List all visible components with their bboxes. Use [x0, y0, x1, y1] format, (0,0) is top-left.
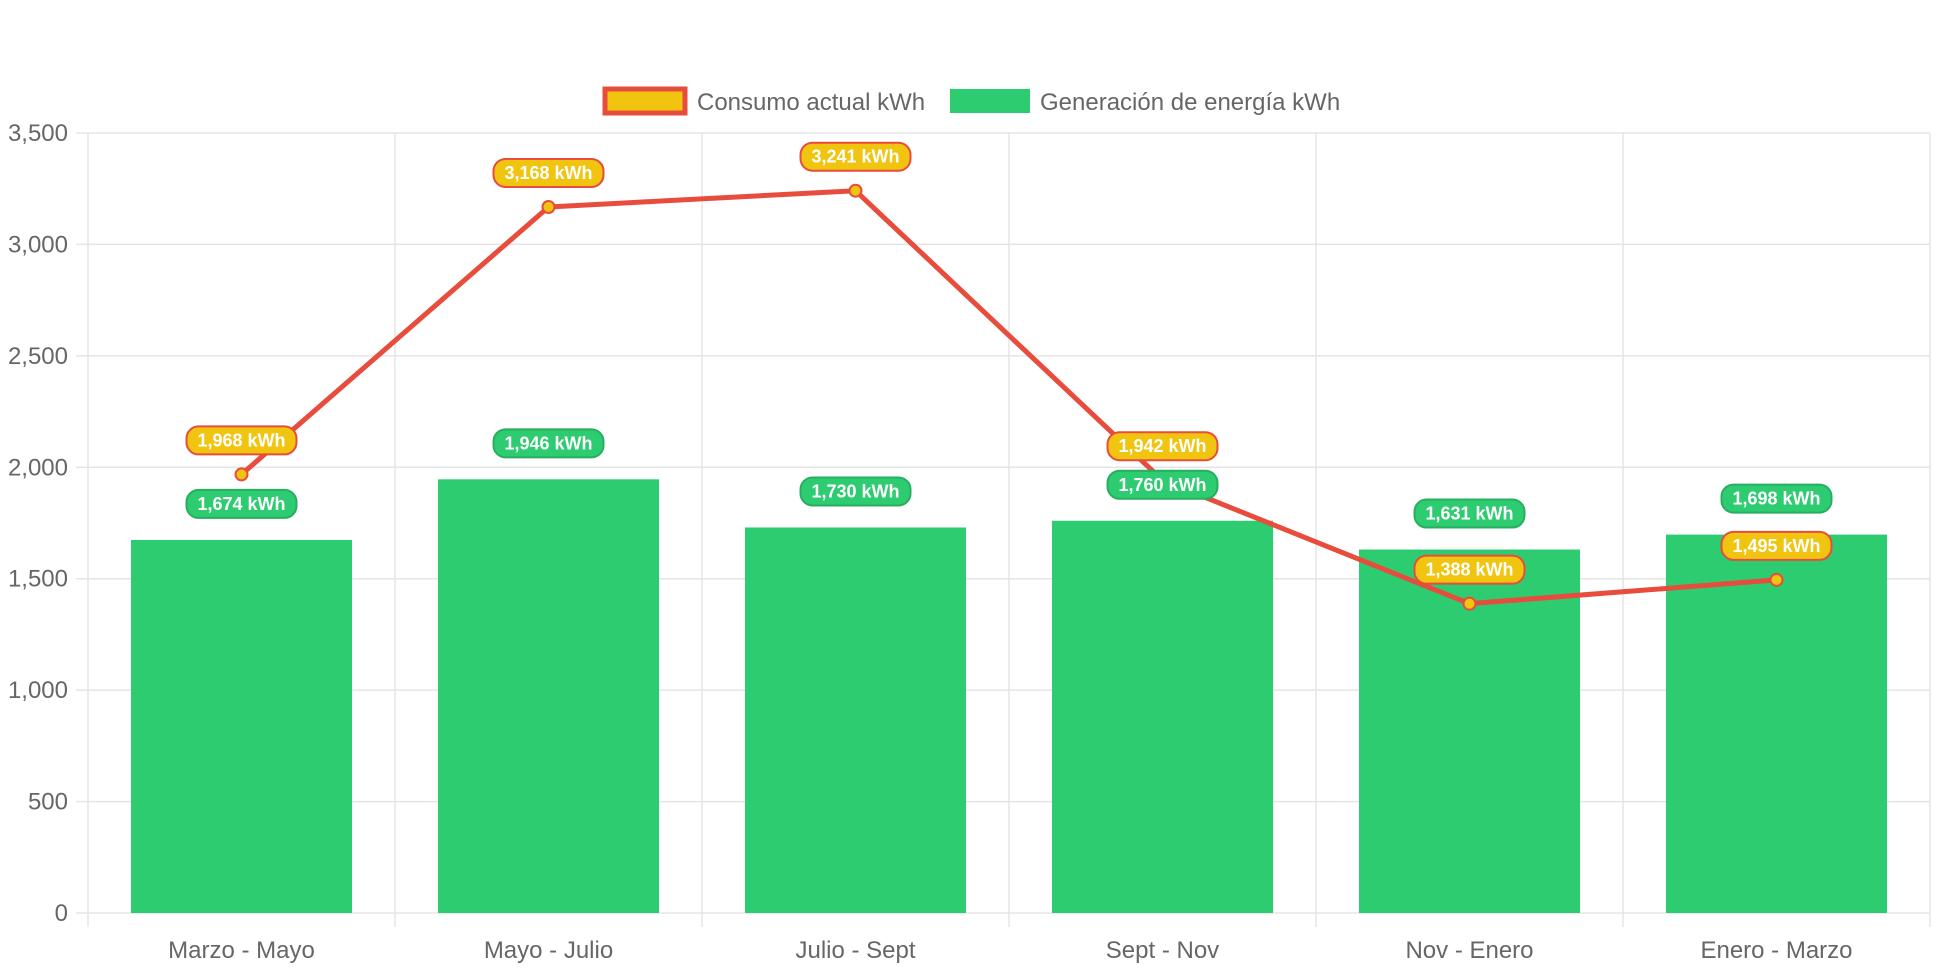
y-tick-label: 3,000	[8, 231, 68, 258]
line-data-label-bg	[185, 425, 298, 456]
bar-data-label-text: 1,674 kWh	[197, 494, 285, 514]
line-data-label: 1,388 kWh	[1413, 554, 1526, 585]
bar-data-label-text: 1,698 kWh	[1732, 489, 1820, 509]
legend-swatch-generacion	[950, 89, 1030, 113]
line-series-consumo	[239, 188, 1777, 607]
y-tick-label: 2,500	[8, 343, 68, 370]
legend-swatch-consumo	[602, 86, 688, 116]
line-data-label-bg	[799, 141, 912, 172]
bar-data-label-bg	[185, 488, 298, 519]
x-tick-label: Nov - Enero	[1405, 937, 1533, 964]
x-tick-label: Sept - Nov	[1106, 937, 1219, 964]
y-tick-label: 500	[28, 789, 68, 816]
line-data-label-text: 1,388 kWh	[1425, 560, 1513, 580]
bar-data-label-text: 1,631 kWh	[1425, 504, 1513, 524]
line-data-label-bg	[492, 157, 605, 188]
line-data-label-bg	[1413, 554, 1526, 585]
line-data-label: 3,241 kWh	[799, 141, 912, 172]
axis-layer: 0 500 1,000 1,500 2,000 2,500 3,000 3,500 Marzo …	[8, 120, 1853, 964]
line-data-label-bg	[1106, 431, 1219, 462]
bar-layer	[130, 479, 1888, 913]
legend[interactable]: Consumo actual kWh Generación de energía …	[602, 86, 1340, 116]
line-data-label: 1,968 kWh	[185, 425, 298, 456]
line-point	[1769, 572, 1784, 587]
bar	[1051, 520, 1274, 913]
bar-data-label: 1,946 kWh	[492, 428, 605, 459]
line-data-label-text: 1,942 kWh	[1118, 436, 1206, 456]
label-layer: 1,674 kWh 1,946 kWh 1,730 kWh 1,760 kWh 1,63…	[185, 141, 1833, 585]
bar-data-label-bg	[492, 428, 605, 459]
y-tick-label: 0	[55, 900, 68, 927]
bar	[130, 539, 353, 913]
bar-data-label-bg	[799, 476, 912, 507]
line-point	[1462, 596, 1477, 611]
bar-data-label-text: 1,760 kWh	[1118, 475, 1206, 495]
x-tick-label: Julio - Sept	[795, 937, 915, 964]
line-data-label-text: 3,168 kWh	[504, 163, 592, 183]
y-tick-label: 3,500	[8, 120, 68, 147]
x-tick-label: Mayo - Julio	[484, 937, 613, 964]
bar	[744, 527, 967, 913]
bar-data-label: 1,760 kWh	[1106, 469, 1219, 500]
legend-item-generacion[interactable]: Generación de energía kWh	[950, 89, 1340, 116]
x-tick-label: Marzo - Mayo	[168, 937, 315, 964]
bar-data-label: 1,730 kWh	[799, 476, 912, 507]
legend-label-generacion: Generación de energía kWh	[1040, 89, 1340, 116]
bar	[437, 479, 660, 913]
bar-data-label-bg	[1720, 483, 1833, 514]
legend-item-consumo[interactable]: Consumo actual kWh	[602, 86, 925, 116]
bar	[1665, 534, 1888, 913]
y-tick-label: 1,000	[8, 677, 68, 704]
line-data-label-text: 3,241 kWh	[811, 147, 899, 167]
line-data-label: 1,942 kWh	[1106, 431, 1219, 462]
bar-data-label-text: 1,730 kWh	[811, 481, 899, 501]
grid-layer	[76, 132, 1931, 927]
line-point	[234, 467, 249, 482]
line-data-label: 3,168 kWh	[492, 157, 605, 188]
y-tick-label: 2,000	[8, 454, 68, 481]
bar-data-label-text: 1,946 kWh	[504, 433, 592, 453]
bar-data-label: 1,674 kWh	[185, 488, 298, 519]
line-point	[848, 183, 863, 198]
bar-data-label: 1,698 kWh	[1720, 483, 1833, 514]
line-point	[541, 199, 556, 214]
line-data-label-text: 1,968 kWh	[197, 430, 285, 450]
line-data-label: 1,495 kWh	[1720, 530, 1833, 561]
bar-data-label-bg	[1413, 498, 1526, 529]
bar-data-label-bg	[1106, 469, 1219, 500]
line-data-label-bg	[1720, 530, 1833, 561]
x-tick-label: Enero - Marzo	[1700, 937, 1852, 964]
line-data-label-text: 1,495 kWh	[1732, 536, 1820, 556]
bar-data-label: 1,631 kWh	[1413, 498, 1526, 529]
y-tick-label: 1,500	[8, 566, 68, 593]
legend-label-consumo: Consumo actual kWh	[697, 89, 925, 116]
